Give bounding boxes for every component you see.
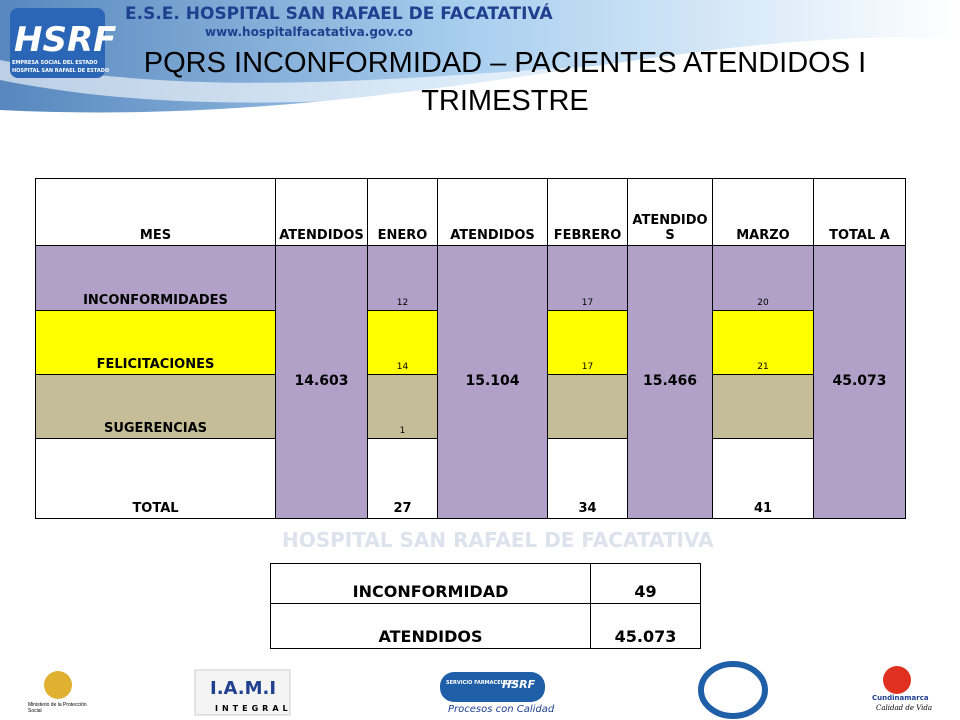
pharmacy: SERVICIO FARMACEUTICO [446, 680, 518, 686]
logo: HSRF [14, 20, 117, 60]
cell [547, 374, 628, 439]
website: www.hospitalfacatativa.gov.co [205, 25, 413, 39]
header-cell: ATENDIDOS [275, 178, 368, 246]
header-cell: ENERO [367, 178, 438, 246]
pharmacy-logo: HSRF [502, 678, 536, 691]
cell: 45.073 [813, 245, 906, 519]
header-cell: MARZO [712, 178, 814, 246]
cell: 34 [547, 438, 628, 519]
cell: 21 [712, 310, 814, 375]
cell: INCONFORMIDAD [270, 563, 591, 604]
iami: I.A.M.I [210, 678, 277, 699]
cell: 14.603 [275, 245, 368, 519]
cell: 45.073 [590, 603, 701, 649]
cell: 15.466 [627, 245, 713, 519]
cell: 15.104 [437, 245, 548, 519]
summary-table: INCONFORMIDAD 49 ATENDIDOS 45.073 [270, 563, 701, 649]
footer-logos [44, 661, 911, 719]
row-label: SUGERENCIAS [35, 374, 276, 439]
region-slogan: Calidad de Vida [876, 704, 933, 712]
header-cell: MES [35, 178, 276, 246]
cell: 49 [590, 563, 701, 604]
header-cell: TOTAL A [813, 178, 906, 246]
region: Cundinamarca [872, 694, 929, 702]
cell: ATENDIDOS [270, 603, 591, 649]
cell: 1 [367, 374, 438, 439]
cell: 27 [367, 438, 438, 519]
logo-subcaption: HOSPITAL SAN RAFAEL DE ESTADO [12, 68, 110, 74]
ministry: Ministerio de la Protección Social [28, 702, 87, 714]
title: PQRS INCONFORMIDAD – PACIENTES ATENDIDOS… [143, 47, 867, 117]
logo-caption: EMPRESA SOCIAL DEL ESTADO [12, 60, 98, 66]
header-cell: ATENDIDOS [627, 178, 713, 246]
cell [712, 374, 814, 439]
data-table: MES ATENDIDOS ENERO ATENDIDOS FEBRERO AT… [35, 178, 906, 519]
cell: 17 [547, 310, 628, 375]
row-label: FELICITACIONES [35, 310, 276, 375]
institution: E.S.E. HOSPITAL SAN RAFAEL DE FACATATIVÁ [125, 4, 553, 24]
watermark: HOSPITAL SAN RAFAEL DE FACATATIVA [282, 528, 714, 552]
row-label: INCONFORMIDADES [35, 245, 276, 311]
cell: 17 [547, 245, 628, 311]
cell: 41 [712, 438, 814, 519]
header-cell: ATENDIDOS [437, 178, 548, 246]
cell: 12 [367, 245, 438, 311]
pharmacy-slogan: Procesos con Calidad [448, 704, 555, 715]
cell: 14 [367, 310, 438, 375]
iami-sub: INTEGRAL [215, 704, 292, 713]
header-cell: FEBRERO [547, 178, 628, 246]
cell: 20 [712, 245, 814, 311]
row-label: TOTAL [35, 438, 276, 519]
